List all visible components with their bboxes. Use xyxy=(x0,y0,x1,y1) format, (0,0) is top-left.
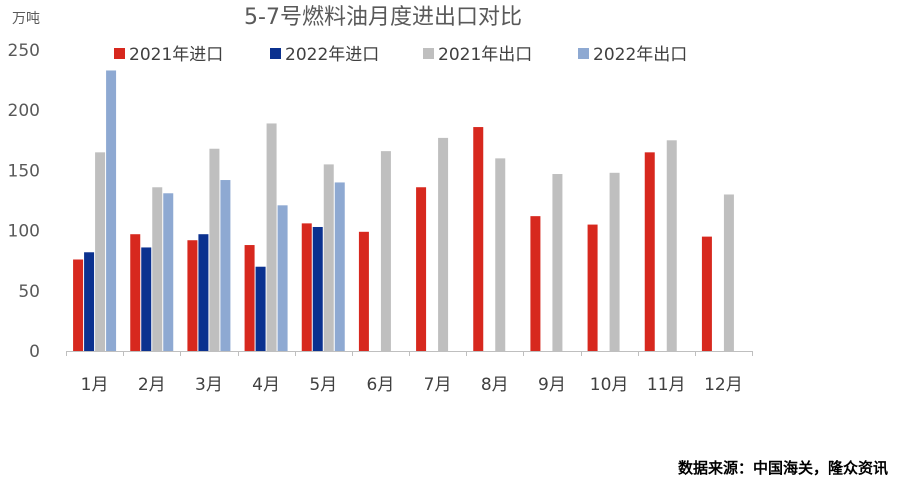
x-tick-label: 3月 xyxy=(195,375,223,395)
source-note: 数据来源：中国海关，隆众资讯 xyxy=(678,459,888,477)
bar xyxy=(130,234,141,351)
bar xyxy=(530,216,541,351)
bar xyxy=(301,223,312,351)
bar xyxy=(163,193,174,351)
bar xyxy=(723,194,734,351)
legend-swatch xyxy=(578,48,589,59)
bar xyxy=(266,123,277,351)
bar xyxy=(244,245,255,351)
x-tick-label: 1月 xyxy=(81,375,109,395)
legend: 2021年进口 2022年进口 2021年出口 2022年出口 xyxy=(114,45,687,65)
bar xyxy=(187,240,198,351)
x-tick-label: 6月 xyxy=(367,375,395,395)
legend-label: 2021年出口 xyxy=(438,45,532,65)
bar xyxy=(198,234,209,351)
y-tick-label: 200 xyxy=(8,101,40,121)
bar xyxy=(141,247,152,351)
x-tick-label: 7月 xyxy=(424,375,452,395)
bar xyxy=(380,151,391,351)
y-tick-label: 100 xyxy=(8,222,40,242)
bar xyxy=(323,164,334,351)
bar xyxy=(552,174,563,351)
bar xyxy=(255,266,266,351)
x-tick-label: 8月 xyxy=(481,375,509,395)
bar xyxy=(666,140,677,351)
bar xyxy=(609,172,620,351)
legend-label: 2022年出口 xyxy=(593,45,687,65)
x-tick-label: 5月 xyxy=(309,375,337,395)
legend-swatch xyxy=(423,48,434,59)
y-tick-label: 250 xyxy=(8,41,40,61)
x-tick-label: 11月 xyxy=(647,375,686,395)
bar xyxy=(84,252,95,351)
y-tick-label: 150 xyxy=(8,161,40,181)
bar xyxy=(73,259,84,351)
x-tick-label: 10月 xyxy=(590,375,629,395)
y-tick-label: 0 xyxy=(29,342,40,362)
bar xyxy=(220,180,231,351)
bar xyxy=(495,158,506,351)
x-axis: 1月 2月 3月 4月 5月 6月 7月 8月 9月 10月 11月 12月 xyxy=(66,351,753,395)
bar xyxy=(473,127,484,351)
bar xyxy=(358,231,369,351)
bars xyxy=(73,70,734,351)
y-axis: 0 50 100 150 200 250 xyxy=(8,41,40,362)
chart-title: 5-7号燃料油月度进出口对比 xyxy=(244,5,522,30)
bar xyxy=(438,137,449,351)
bar xyxy=(644,152,655,351)
bar xyxy=(416,187,427,351)
bar xyxy=(95,152,106,351)
legend-label: 2022年进口 xyxy=(285,45,379,65)
legend-swatch xyxy=(114,48,125,59)
x-tick-label: 4月 xyxy=(252,375,280,395)
bar xyxy=(106,70,117,351)
bar xyxy=(277,205,288,351)
bar xyxy=(701,236,712,351)
y-tick-label: 50 xyxy=(18,282,40,302)
bar xyxy=(312,226,323,351)
x-tick-label: 2月 xyxy=(138,375,166,395)
legend-swatch xyxy=(270,48,281,59)
bar xyxy=(152,187,163,351)
x-tick-label: 12月 xyxy=(704,375,743,395)
bar xyxy=(587,224,598,351)
legend-label: 2021年进口 xyxy=(129,45,223,65)
y-unit-label: 万吨 xyxy=(12,11,40,27)
bar xyxy=(334,182,345,351)
bar xyxy=(209,148,220,351)
x-tick-label: 9月 xyxy=(538,375,566,395)
